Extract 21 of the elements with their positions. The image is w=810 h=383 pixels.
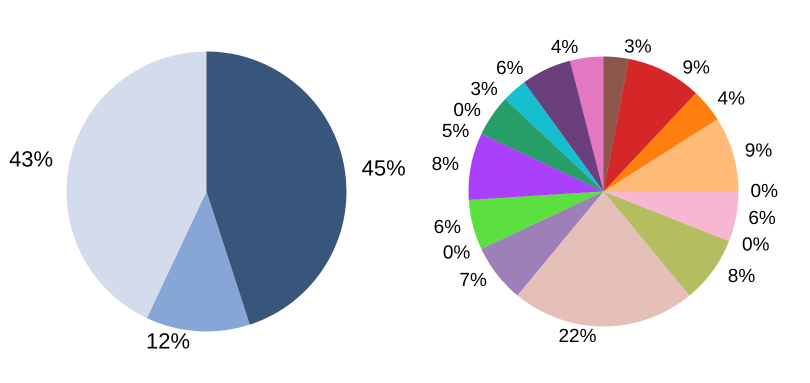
data-label: 6% [496,58,524,80]
data-label: 9% [682,58,710,79]
data-label: 22% [558,326,597,347]
data-label: 45% [362,156,406,181]
data-label: 8% [728,266,756,288]
data-label: 4% [718,88,746,110]
text: 0% [442,242,470,264]
data-label: 4% [550,37,578,58]
data-label: 6% [748,208,776,230]
data-label: 3% [624,36,652,58]
data-label: 6% [434,217,462,238]
data-label: 5% [442,121,470,142]
data-label: 8% [432,154,460,175]
text: 0% [453,100,481,122]
data-label: 3% [470,79,498,100]
data-label: 9% [744,140,772,162]
data-label: 7% [459,270,487,291]
data-label: 12% [146,328,190,354]
text: 0% [750,181,778,202]
data-label: 43% [9,146,54,172]
text: 0% [742,234,770,256]
